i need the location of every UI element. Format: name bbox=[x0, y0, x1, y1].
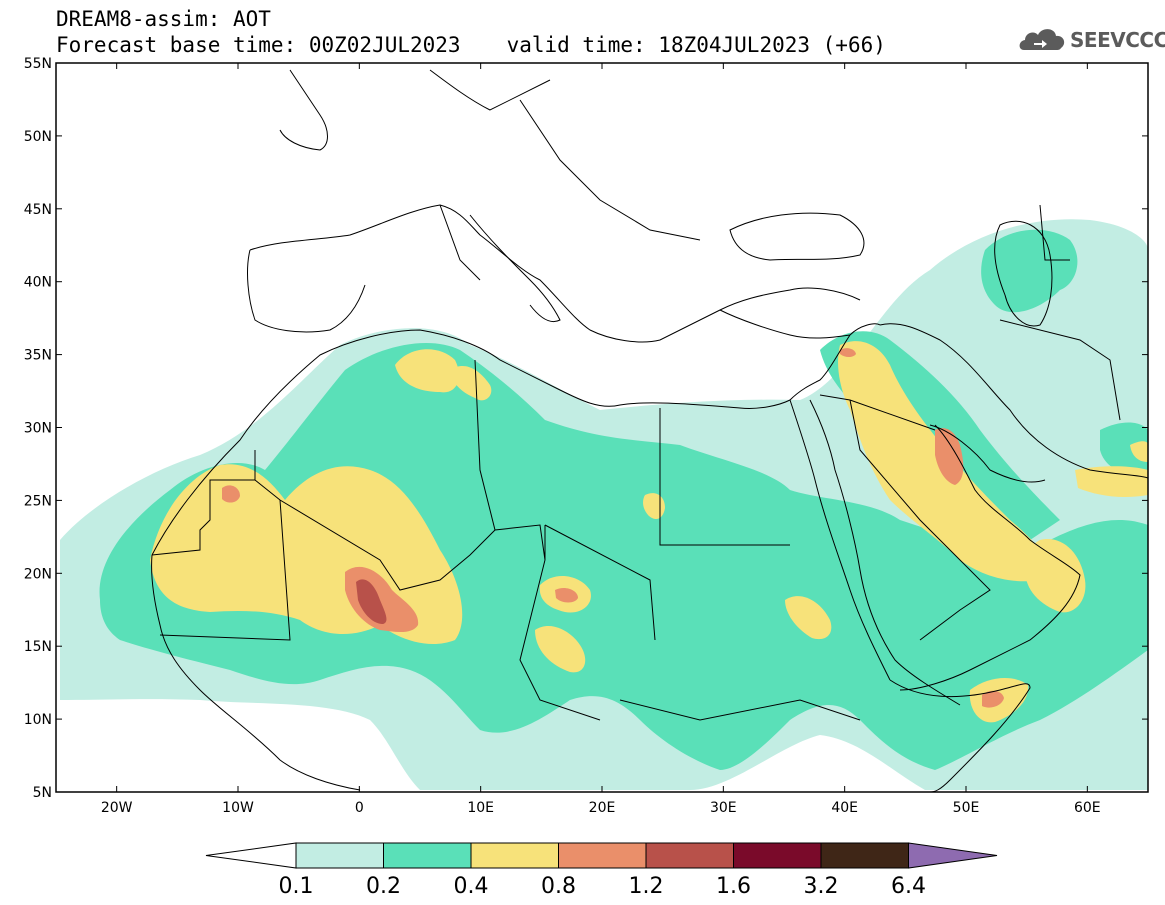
lon-tick-label: 10W bbox=[222, 800, 254, 816]
border-12 bbox=[519, 99, 701, 241]
lat-tick-label: 25N bbox=[24, 493, 52, 509]
colorbar-swatch bbox=[820, 842, 909, 869]
border-3 bbox=[159, 499, 291, 641]
coast-red-sea-east bbox=[809, 399, 961, 706]
colorbar-level-label: 0.1 bbox=[279, 874, 314, 899]
border-13 bbox=[1039, 204, 1070, 261]
coastlines-borders bbox=[151, 69, 1148, 792]
border-7 bbox=[519, 525, 601, 721]
lat-tick-label: 55N bbox=[24, 56, 52, 72]
lat-tick-label: 45N bbox=[24, 202, 52, 218]
colorbar-level-label: 1.6 bbox=[716, 874, 751, 899]
colorbar-swatch bbox=[558, 842, 647, 869]
border-4 bbox=[474, 359, 496, 531]
colorbar-swatch bbox=[383, 842, 472, 869]
aot-band-1.2 bbox=[356, 579, 387, 624]
border-2 bbox=[254, 479, 546, 591]
lat-tick-label: 30N bbox=[24, 421, 52, 437]
longitude-axis: 20W 10W 0 10E 20E 30E 40E 50E 60E bbox=[101, 63, 1101, 816]
lat-tick-label: 10N bbox=[24, 712, 52, 728]
colorbar-level-label: 3.2 bbox=[804, 874, 839, 899]
valid-time: valid time: 18Z04JUL2023 (+66) bbox=[506, 33, 886, 57]
lat-tick-label: 40N bbox=[24, 275, 52, 291]
logo-text: SEEVCCC bbox=[1070, 28, 1165, 52]
coast-black-sea bbox=[729, 212, 865, 261]
border-14 bbox=[999, 319, 1121, 421]
lat-tick-label: 15N bbox=[24, 639, 52, 655]
coast-red-sea-west bbox=[789, 399, 891, 681]
map-title: DREAM8-assim: AOT bbox=[56, 7, 271, 31]
lon-tick-label: 40E bbox=[831, 800, 858, 816]
coast-scandinavia-baltic bbox=[429, 69, 551, 111]
seevccc-logo: SEEVCCC bbox=[1016, 24, 1165, 56]
forecast-base-time: Forecast base time: 00Z02JUL2023 bbox=[56, 33, 461, 57]
lon-tick-label: 0 bbox=[355, 800, 364, 816]
border-10 bbox=[619, 699, 861, 721]
coast-arabia-east bbox=[899, 424, 1081, 691]
coast-uk bbox=[279, 69, 328, 151]
coast-europe-south bbox=[249, 204, 861, 343]
coast-caspian bbox=[994, 220, 1053, 327]
coast-italy bbox=[469, 214, 561, 323]
coast-turkey-south bbox=[719, 309, 851, 339]
lat-tick-label: 35N bbox=[24, 348, 52, 364]
coast-persian-gulf bbox=[929, 424, 1046, 483]
lat-tick-label: 50N bbox=[24, 129, 52, 145]
lon-tick-label: 20E bbox=[589, 800, 616, 816]
colorbar-swatch bbox=[645, 842, 734, 869]
border-9 bbox=[849, 399, 991, 641]
coast-iran bbox=[879, 323, 1148, 479]
colorbar: 0.1 0.2 0.4 0.8 1.2 1.6 3.2 6.4 bbox=[205, 842, 998, 899]
colorbar-level-label: 6.4 bbox=[891, 874, 926, 899]
coast-horn bbox=[889, 679, 1031, 792]
border-11 bbox=[439, 204, 481, 281]
aot-field bbox=[60, 219, 1148, 790]
lon-tick-label: 50E bbox=[953, 800, 980, 816]
lon-tick-label: 30E bbox=[710, 800, 737, 816]
latitude-axis: 55N 50N 45N 40N 35N 30N 25N 20N 15N 10N 5N bbox=[24, 56, 1148, 801]
colorbar-swatch bbox=[470, 842, 559, 869]
time-info: Forecast base time: 00Z02JUL2023 valid ti… bbox=[56, 34, 886, 56]
colorbar-level-label: 0.4 bbox=[454, 874, 489, 899]
colorbar-swatch bbox=[295, 842, 384, 869]
lat-tick-label: 5N bbox=[33, 785, 52, 801]
colorbar-swatch bbox=[733, 842, 822, 869]
border-5 bbox=[544, 524, 656, 641]
coast-iberia bbox=[247, 249, 366, 333]
colorbar-level-label: 1.2 bbox=[629, 874, 664, 899]
lon-tick-label: 20W bbox=[101, 800, 133, 816]
border-6 bbox=[659, 408, 790, 546]
lat-tick-label: 20N bbox=[24, 566, 52, 582]
lon-tick-label: 10E bbox=[467, 800, 494, 816]
colorbar-max-triangle bbox=[908, 842, 998, 869]
colorbar-min-triangle bbox=[205, 842, 297, 869]
lon-tick-label: 60E bbox=[1074, 800, 1101, 816]
coast-west-africa bbox=[151, 554, 361, 791]
coast-north-africa bbox=[151, 323, 881, 556]
colorbar-level-label: 0.2 bbox=[366, 874, 401, 899]
cloud-icon bbox=[1019, 29, 1065, 50]
colorbar-level-label: 0.8 bbox=[541, 874, 576, 899]
